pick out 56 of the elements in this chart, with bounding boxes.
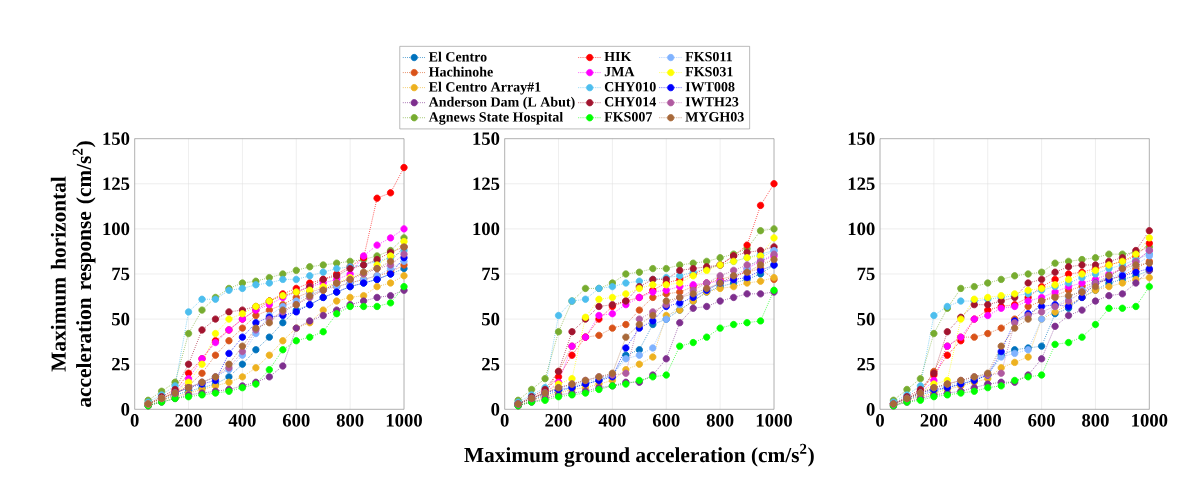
- y-tick-label: 75: [857, 267, 875, 281]
- y-tick-label: 50: [112, 312, 130, 326]
- legend-label: El Centro Array#1: [428, 81, 541, 95]
- x-tick-label: 1000: [756, 414, 792, 427]
- x-tick-label: 800: [1082, 414, 1109, 427]
- y-tick-label: 100: [103, 222, 130, 236]
- y-tick-label: 25: [482, 358, 500, 371]
- legend-label: HIK: [604, 52, 632, 62]
- x-tick-label: 200: [545, 414, 572, 427]
- x-tick-label: 1000: [1132, 414, 1168, 427]
- x-tick-label: 400: [598, 414, 626, 427]
- y-tick-label: 0: [121, 403, 130, 416]
- y-tick-label: 125: [473, 177, 500, 191]
- y-tick-label: 0: [866, 403, 875, 416]
- legend-label: CHY014: [604, 97, 657, 107]
- legend-label: Agnews State Hospital: [428, 112, 563, 125]
- y-tick-label: 150: [473, 132, 500, 146]
- legend-label: MYGH03: [685, 112, 744, 122]
- x-axis-title: Maximum ground acceleration (cm/s$^{2}$): [464, 443, 814, 467]
- legend-label: IWT008: [685, 82, 735, 92]
- x-tick-label: 200: [920, 414, 948, 427]
- y-tick-label: 125: [848, 177, 875, 191]
- y-tick-label: 150: [848, 132, 875, 146]
- legend-label: CHY010: [604, 82, 656, 92]
- y-axis-title: Maximum horizontal acceleration response (cm/s$^{2}$): [50, 141, 96, 408]
- legend-label: FKS007: [604, 112, 653, 122]
- x-tick-label: 600: [282, 414, 310, 427]
- x-tick-label: 800: [336, 414, 364, 427]
- x-tick-label: 400: [228, 414, 256, 427]
- x-tick-label: 400: [973, 414, 1002, 427]
- x-tick-label: 800: [706, 414, 734, 427]
- y-tick-label: 25: [857, 358, 875, 371]
- y-tick-label: 150: [103, 132, 130, 146]
- x-tick-label: 0: [500, 414, 509, 427]
- y-tick-label: 75: [112, 267, 130, 281]
- x-tick-label: 0: [876, 414, 884, 427]
- x-tick-label: 200: [175, 414, 202, 427]
- legend-label: Anderson Dam (L Abut): [428, 97, 575, 110]
- y-tick-label: 125: [103, 177, 130, 191]
- legend-label: Hachinohe: [428, 66, 493, 77]
- y-tick-label: 50: [482, 312, 500, 326]
- x-tick-label: 600: [1028, 414, 1055, 427]
- y-tick-label: 75: [482, 267, 500, 281]
- x-tick-label: 1000: [386, 414, 422, 427]
- y-tick-label: 50: [857, 312, 875, 326]
- y-tick-label: 100: [473, 222, 500, 236]
- legend-label: JMA: [604, 67, 635, 77]
- x-tick-label: 0: [130, 414, 139, 427]
- y-tick-label: 0: [491, 403, 500, 416]
- legend-label: El Centro: [428, 51, 487, 62]
- legend-label: FKS031: [685, 67, 733, 77]
- x-tick-label: 600: [652, 414, 680, 427]
- legend-label: IWTH23: [685, 97, 739, 107]
- y-tick-label: 100: [848, 222, 875, 236]
- legend-label: FKS011: [685, 52, 732, 62]
- y-tick-label: 25: [112, 358, 130, 371]
